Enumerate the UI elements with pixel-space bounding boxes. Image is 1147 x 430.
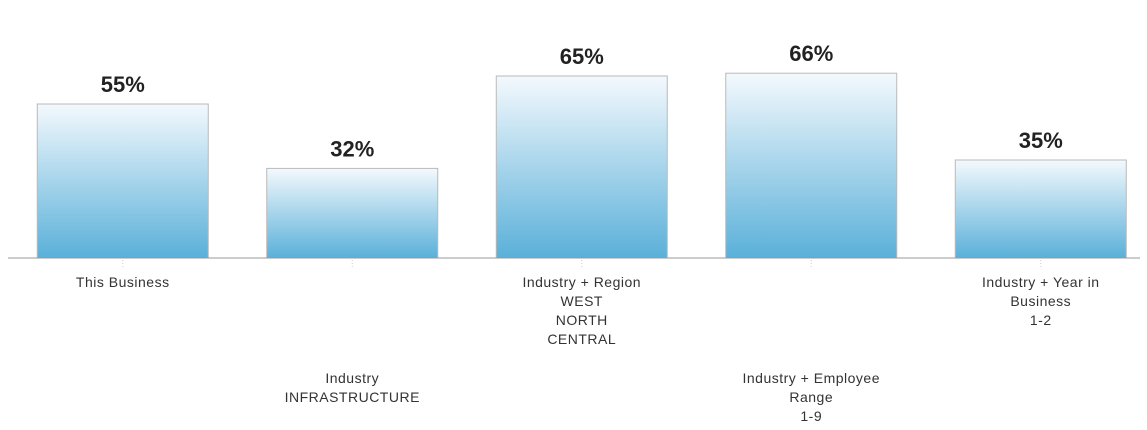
bar-5 <box>954 159 1127 259</box>
bar-4 <box>725 72 898 259</box>
bar-1 <box>36 103 209 259</box>
bar-value-label: 65% <box>560 44 604 69</box>
bar-value-label: 35% <box>1019 128 1063 153</box>
category-label: Industry + Year in <box>982 274 1100 290</box>
category-label: NORTH <box>556 312 608 328</box>
category-label: WEST <box>561 293 603 309</box>
category-label: 1-2 <box>1030 312 1052 328</box>
category-label: Industry + Region <box>522 274 641 290</box>
bar-value-label: 66% <box>789 41 833 66</box>
category-label: 1-9 <box>800 408 822 424</box>
category-label: Industry + Employee <box>742 370 880 386</box>
category-label: Industry <box>325 370 379 386</box>
category-label: CENTRAL <box>547 331 616 347</box>
category-label: Business <box>1010 293 1071 309</box>
category-label: This Business <box>76 274 170 290</box>
category-label: Range <box>789 389 833 405</box>
category-label: INFRASTRUCTURE <box>285 389 420 405</box>
bar-value-label: 32% <box>330 136 374 161</box>
bar-3 <box>495 75 668 259</box>
bar-2 <box>266 167 439 259</box>
bar-value-label: 55% <box>101 72 145 97</box>
